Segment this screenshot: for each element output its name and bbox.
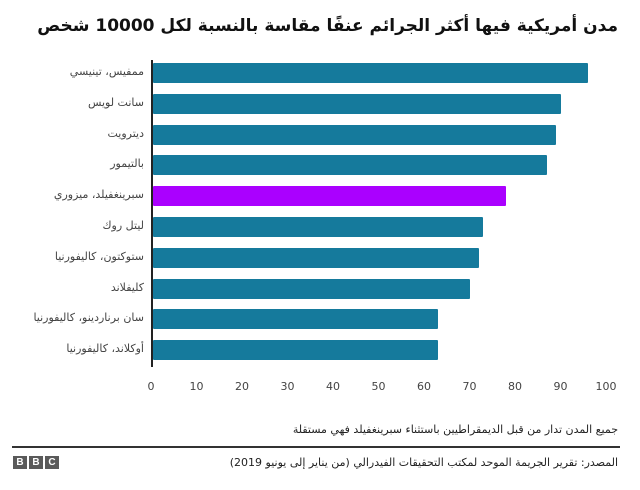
category-label: ليتل روك [102,219,144,232]
bar-row: ستوكتون، كاليفورنيا [0,247,640,270]
x-tick-label: 10 [189,380,204,393]
bar [153,217,484,237]
footer-divider [12,446,620,448]
bar-chart: ممفيس، تينيسي سانت لويس ديترويت بالتيمور سبر… [0,55,640,405]
logo-letter: B [13,456,27,469]
bar [153,340,438,361]
bar [153,93,561,114]
bar [153,278,470,299]
bar [153,155,547,176]
bar-row: كليفلاند [0,278,640,301]
y-axis-line [151,60,153,367]
bar-row: ليتل روك [0,217,640,239]
category-label: سبرينغفيلد، ميزوري [53,188,144,202]
chart-title: مدن أمريكية فيها أكثر الجرائم عنفًا مقاس… [37,16,618,36]
chart-source: المصدر: تقرير الجريمة الموحد لمكتب التحق… [229,456,618,469]
bar-row: سبرينغفيلد، ميزوري [0,186,640,208]
category-label: سانت لويس [87,95,144,109]
bar [153,63,588,83]
x-tick-label: 90 [553,380,568,393]
category-label: ممفيس، تينيسي [69,65,144,78]
x-tick-label: 60 [417,380,431,393]
category-label: ديترويت [107,126,144,140]
logo-letter: C [45,456,59,469]
x-tick-label: 0 [147,380,155,393]
bar-row: سانت لويس [0,93,640,116]
bar [153,124,556,145]
category-label: بالتيمور [110,157,144,171]
x-tick-label: 70 [462,380,477,393]
x-tick-label: 100 [595,380,617,393]
bar-row: سان برناردينو، كاليفورنيا [0,309,640,331]
category-label: سان برناردينو، كاليفورنيا [33,311,144,325]
x-tick-label: 80 [508,380,522,393]
bar [153,247,479,268]
logo-letter: B [29,456,43,469]
bar-row: ممفيس، تينيسي [0,63,640,85]
x-tick-label: 50 [371,380,386,393]
category-label: ستوكتون، كاليفورنيا [54,249,144,263]
bar [153,309,438,330]
x-tick-label: 40 [326,380,340,393]
bar-row: أوكلاند، كاليفورنيا [0,340,640,362]
x-tick-label: 20 [235,380,249,393]
category-label: أوكلاند، كاليفورنيا [66,342,144,356]
bbc-logo: B B C [13,456,59,469]
x-tick-label: 30 [280,380,295,393]
bar-row: ديترويت [0,124,640,147]
chart-note: جميع المدن تدار من قبل الديمقراطيين باست… [292,423,618,436]
bar-row: بالتيمور [0,155,640,177]
category-label: كليفلاند [110,280,144,294]
highlighted-bar [153,186,506,207]
